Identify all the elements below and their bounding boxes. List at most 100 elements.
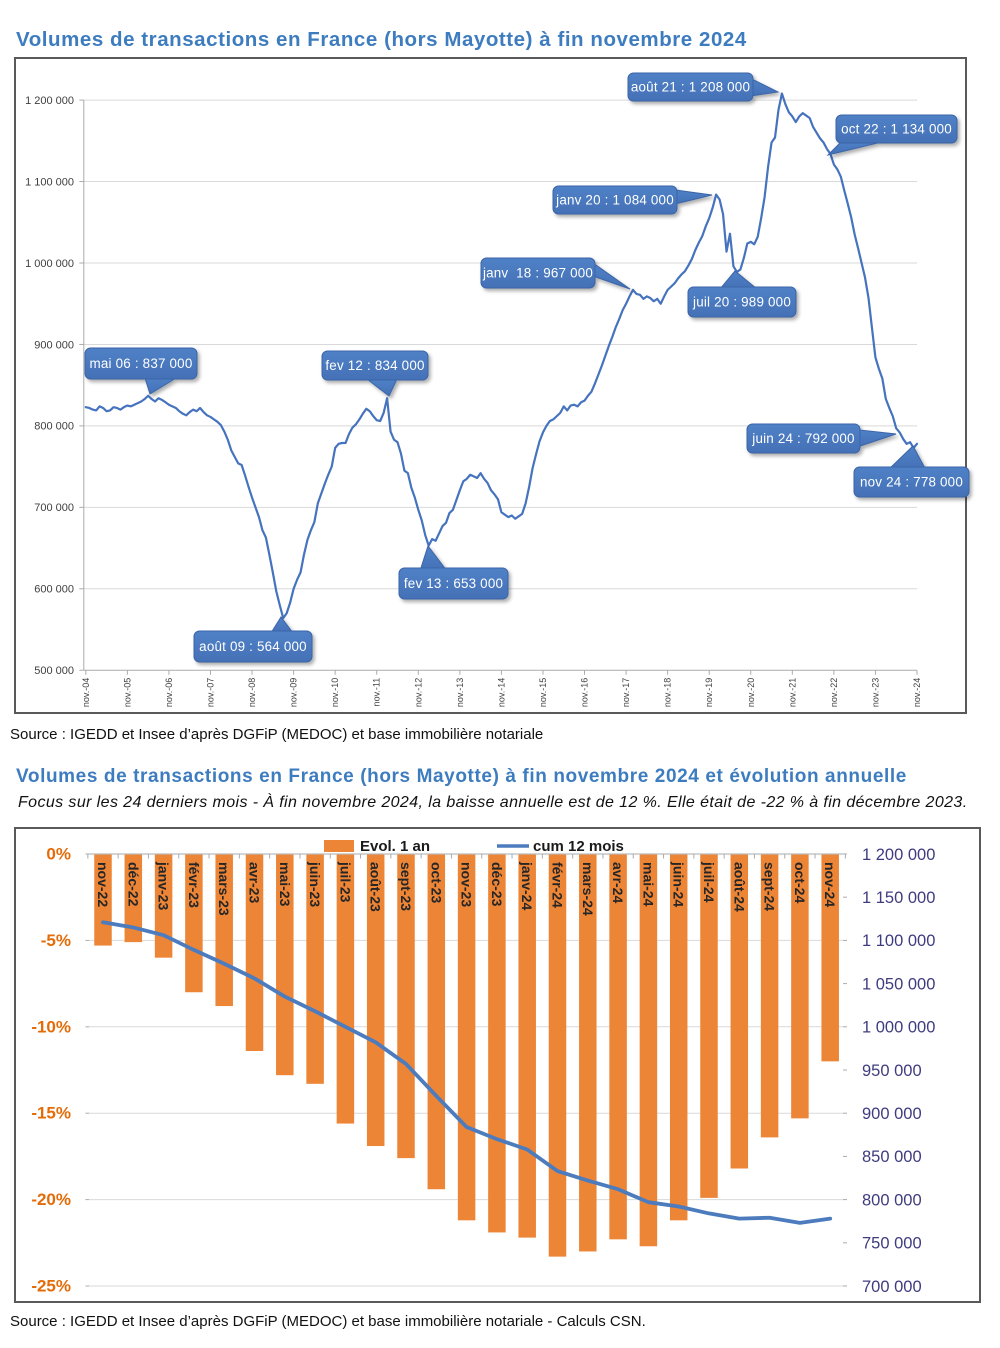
chart2-category-label: mars-24 (580, 862, 596, 916)
chart2-source: Source : IGEDD et Insee d’après DGFiP (M… (10, 1313, 646, 1330)
chart1-callout: août 09 : 564 000 (193, 616, 313, 663)
chart2-legend: Evol. 1 an cum 12 mois (324, 838, 624, 855)
evolution-bar (397, 854, 415, 1159)
chart1-x-tick-label: nov.-18 (663, 678, 673, 707)
chart1-x-tick-label: nov.-12 (413, 678, 423, 707)
callout-label: août 09 : 564 000 (199, 639, 307, 654)
chart2-right-tick-label: 850 000 (862, 1148, 922, 1166)
chart1-callout: janv 18 : 967 000 (480, 257, 631, 290)
callout-label: fev 13 : 653 000 (404, 576, 503, 591)
chart2-left-tick-label: -10% (31, 1017, 71, 1036)
chart2-category-label: avr-24 (610, 862, 626, 903)
chart1-x-tick-label: nov.-10 (330, 678, 340, 707)
chart2-category-label: juin-23 (307, 861, 323, 907)
callout-label: janv 18 : 967 000 (482, 266, 593, 281)
callout-label: août 21 : 1 208 000 (631, 80, 750, 95)
evolution-bar (366, 854, 385, 1147)
chart1-callout: nov 24 : 778 000 (853, 445, 970, 498)
chart2-category-label: févr-24 (550, 862, 566, 908)
callout-label: mai 06 : 837 000 (90, 356, 193, 371)
chart1-callout: mai 06 : 837 000 (84, 347, 198, 395)
chart1-x-tick-label: nov.-14 (496, 678, 506, 707)
chart1-x-tick-label: nov.-19 (704, 678, 714, 707)
chart1-callout: fev 13 : 653 000 (398, 544, 509, 600)
chart1-x-tick-label: nov.-23 (870, 678, 880, 707)
chart2-left-tick-label: -5% (41, 931, 71, 950)
chart1-title: Volumes de transactions en France (hors … (16, 28, 747, 51)
chart2-category-label: sept-24 (762, 862, 778, 911)
chart2-plot: 0% -5% -10% -15% -20% -25% 1 200 000 1 150 000 1… (31, 845, 935, 1296)
callout-box (835, 114, 958, 144)
chart1-y-tick-label: 500 000 (34, 665, 74, 677)
chart2-category-label: juil-24 (701, 861, 717, 903)
chart2-left-tick-label: -15% (31, 1104, 71, 1123)
legend-bar-swatch-icon (324, 840, 354, 852)
chart2-cumulative-line (101, 920, 833, 1225)
chart2-category-label: nov-24 (822, 862, 838, 907)
chart1-callout: janv 20 : 1 084 000 (552, 185, 713, 215)
chart1-series-line (84, 92, 919, 620)
chart2-category-label: janv-23 (156, 861, 172, 910)
chart1-callout: juin 24 : 792 000 (746, 423, 897, 454)
chart2-category-label: mai-24 (640, 862, 656, 907)
chart1-callout: fev 12 : 834 000 (321, 350, 429, 397)
evolution-bar (154, 854, 173, 958)
evolution-bar (336, 854, 355, 1124)
chart2-category-label: nov-22 (95, 862, 111, 907)
chart1-y-tick-label: 700 000 (34, 502, 74, 514)
evolution-bar (700, 854, 718, 1198)
chart2-category-label: mai-23 (277, 862, 293, 907)
evolution-bar (579, 854, 597, 1252)
evolution-bar (215, 854, 233, 1007)
evolution-bar (488, 854, 506, 1233)
chart2-left-tick-label: -20% (31, 1190, 71, 1209)
chart1-callout: juil 20 : 989 000 (687, 270, 797, 318)
callout-label: oct 22 : 1 134 000 (841, 122, 952, 137)
evolution-bar (457, 854, 476, 1221)
chart2-right-tick-label: 1 150 000 (862, 889, 935, 907)
chart2-category-label: févr-23 (186, 862, 202, 908)
chart1-y-tick-label: 600 000 (34, 584, 74, 596)
evolution-bar (669, 854, 688, 1221)
chart1-x-tick-label: nov.-09 (289, 678, 299, 707)
callout-label: juin 24 : 792 000 (751, 431, 854, 446)
chart1-source: Source : IGEDD et Insee d’après DGFiP (M… (10, 726, 544, 743)
chart1-x-tick-label: nov.-05 (122, 678, 132, 707)
chart2-category-label: oct-24 (792, 862, 808, 903)
callout-box (480, 257, 596, 289)
callout-box (398, 567, 509, 600)
evolution-bar (821, 854, 839, 1062)
chart1-x-tick-label: nov.-15 (538, 678, 548, 707)
chart1-x-tick-label: nov.-04 (81, 678, 91, 707)
evolution-bar (124, 854, 143, 943)
callout-box (84, 347, 198, 380)
chart2-right-tick-label: 1 200 000 (862, 846, 935, 864)
evolution-bar (276, 854, 294, 1076)
chart1-y-tick-label: 1 000 000 (25, 258, 74, 270)
legend-line-label: cum 12 mois (533, 838, 624, 855)
chart2-category-label: août-24 (731, 862, 747, 912)
chart2-category-label: sept-23 (398, 862, 414, 911)
chart1-x-tick-label: nov.-24 (912, 678, 922, 707)
chart1-x-tick-label: nov.-22 (829, 678, 839, 707)
chart1-y-tick-label: 800 000 (34, 421, 74, 433)
callout-box (853, 466, 970, 498)
chart1-x-tick-label: nov.-20 (746, 678, 756, 707)
callout-box (627, 72, 754, 102)
evolution-bar (185, 854, 203, 993)
chart2-category-label: mars-23 (216, 862, 232, 916)
chart2-left-tick-label: -25% (31, 1277, 71, 1296)
evolution-bar (791, 854, 809, 1119)
chart1-y-tick-label: 1 100 000 (25, 176, 74, 188)
callout-box (321, 350, 429, 381)
evolution-bar (245, 854, 264, 1051)
chart1-x-tick-label: nov.-16 (580, 678, 590, 707)
chart2-right-tick-label: 1 050 000 (862, 975, 935, 993)
callout-label: fev 12 : 834 000 (325, 358, 424, 373)
chart1-x-tick-label: nov.-21 (787, 678, 797, 707)
chart2-category-label: déc-22 (125, 862, 141, 907)
chart2-right-tick-label: 700 000 (862, 1278, 922, 1296)
callout-box (746, 423, 861, 454)
callout-label: juil 20 : 989 000 (692, 295, 791, 310)
callout-label: nov 24 : 778 000 (860, 475, 963, 490)
